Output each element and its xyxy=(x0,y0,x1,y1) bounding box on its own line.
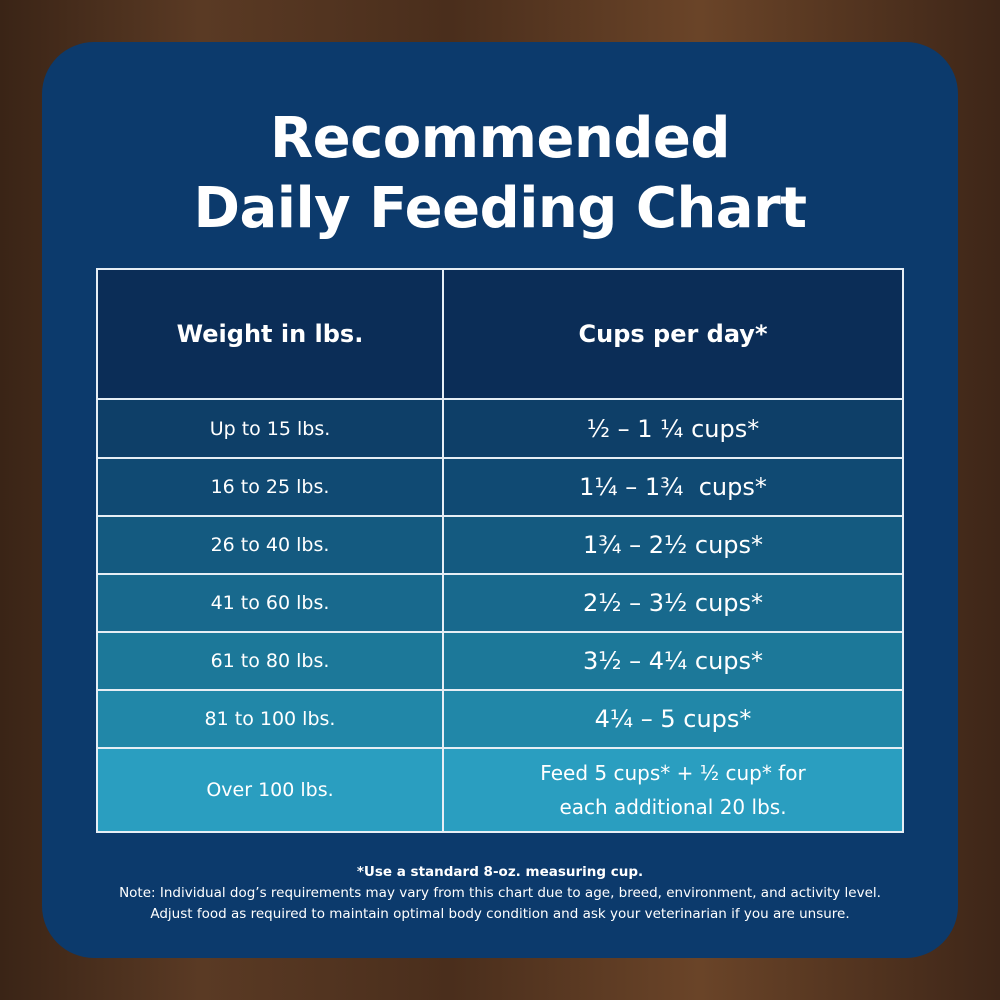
note-line-1: Note: Individual dog’s requirements may … xyxy=(119,885,881,901)
table-row: 41 to 60 lbs. 2½ – 3½ cups* xyxy=(96,573,904,633)
cups-cell: Feed 5 cups* + ½ cup* for each additiona… xyxy=(442,747,904,833)
header-cups: Cups per day* xyxy=(442,268,904,400)
cups-cell: 2½ – 3½ cups* xyxy=(442,573,904,633)
table-row: 16 to 25 lbs. 1¼ – 1¾ cups* xyxy=(96,457,904,517)
note-line-2: Adjust food as required to maintain opti… xyxy=(150,906,850,922)
weight-cell: 41 to 60 lbs. xyxy=(96,573,444,633)
cups-line-1: Feed 5 cups* + ½ cup* for xyxy=(540,761,806,785)
table-row: Up to 15 lbs. ½ – 1 ¼ cups* xyxy=(96,398,904,459)
footnote: *Use a standard 8-oz. measuring cup. xyxy=(356,864,644,880)
weight-cell: 81 to 100 lbs. xyxy=(96,689,444,749)
cups-cell: ½ – 1 ¼ cups* xyxy=(442,398,904,459)
header-weight: Weight in lbs. xyxy=(96,268,444,400)
weight-cell: 16 to 25 lbs. xyxy=(96,457,444,517)
weight-cell: 26 to 40 lbs. xyxy=(96,515,444,575)
table-row: 26 to 40 lbs. 1¾ – 2½ cups* xyxy=(96,515,904,575)
weight-cell: Over 100 lbs. xyxy=(96,747,444,833)
cups-cell: 4¼ – 5 cups* xyxy=(442,689,904,749)
table-header-row: Weight in lbs. Cups per day* xyxy=(96,268,904,400)
cups-cell: 3½ – 4¼ cups* xyxy=(442,631,904,691)
cups-cell: 1¾ – 2½ cups* xyxy=(442,515,904,575)
cups-line-2: each additional 20 lbs. xyxy=(559,795,787,819)
table-row: 81 to 100 lbs. 4¼ – 5 cups* xyxy=(96,689,904,749)
page-title: Recommended Daily Feeding Chart xyxy=(0,104,1000,244)
table-row: Over 100 lbs. Feed 5 cups* + ½ cup* for … xyxy=(96,747,904,833)
table-row: 61 to 80 lbs. 3½ – 4¼ cups* xyxy=(96,631,904,691)
cups-cell: 1¼ – 1¾ cups* xyxy=(442,457,904,517)
title-line-2: Daily Feeding Chart xyxy=(193,176,807,241)
title-line-1: Recommended xyxy=(270,106,730,171)
feeding-table: Weight in lbs. Cups per day* Up to 15 lb… xyxy=(96,268,904,833)
notes: *Use a standard 8-oz. measuring cup. Not… xyxy=(0,862,1000,925)
weight-cell: 61 to 80 lbs. xyxy=(96,631,444,691)
weight-cell: Up to 15 lbs. xyxy=(96,398,444,459)
